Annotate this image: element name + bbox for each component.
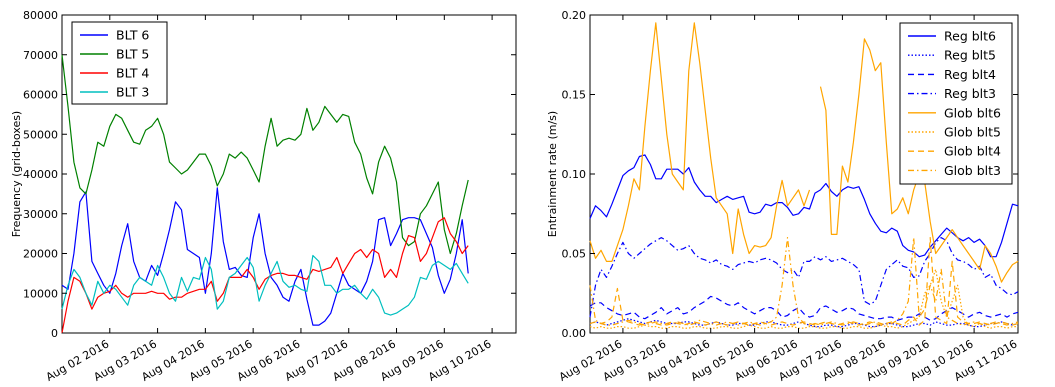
legend-label-reg-blt5: Reg blt5: [944, 48, 996, 63]
y-tick-label: 0.15: [562, 89, 587, 102]
right-series-group: [589, 22, 1019, 329]
y-tick-label: 60000: [23, 89, 58, 102]
legend-label-blt-4: BLT 4: [116, 66, 149, 81]
left-chart: 0 10000 20000 30000 40000 50000 60000 70000 8000…: [10, 9, 517, 384]
left-y-axis-label: Frequency (grid-boxes): [10, 111, 23, 237]
legend-label-blt-3: BLT 3: [116, 85, 149, 100]
left-legend: BLT 6 BLT 5 BLT 4 BLT 3: [71, 21, 168, 105]
right-legend: Reg blt6 Reg blt5 Reg blt4 Reg blt3 Glob blt…: [899, 22, 1013, 185]
y-tick-label: 0.00: [562, 327, 587, 340]
legend-frame: [899, 22, 1013, 185]
y-tick-label: 0: [51, 327, 58, 340]
legend-label-blt-5: BLT 5: [116, 47, 149, 62]
y-tick-label: 50000: [23, 128, 58, 141]
legend-label-glob-blt3: Glob blt3: [944, 163, 1001, 178]
legend-label-glob-blt6: Glob blt6: [944, 105, 1001, 120]
legend-label-blt-6: BLT 6: [116, 28, 149, 43]
series-line-reg-blt3: [589, 237, 1019, 318]
series-line-blt-3: [61, 254, 469, 316]
y-tick-label: 10000: [23, 287, 58, 300]
series-line-glob-blt3: [589, 237, 1019, 326]
y-tick-label: 0.10: [562, 168, 587, 181]
series-line-blt-5: [61, 54, 469, 255]
y-tick-label: 0.05: [562, 248, 587, 261]
series-line-blt-4: [61, 217, 469, 334]
y-tick-label: 70000: [23, 49, 58, 62]
y-tick-label: 0.20: [562, 9, 587, 22]
left-series-group: [61, 54, 469, 334]
y-tick-label: 20000: [23, 248, 58, 261]
legend-label-reg-blt6: Reg blt6: [944, 29, 996, 44]
legend-label-reg-blt4: Reg blt4: [944, 67, 996, 82]
series-line-reg-blt4: [589, 295, 1019, 321]
legend-label-reg-blt3: Reg blt3: [944, 86, 996, 101]
y-tick-label: 30000: [23, 208, 58, 221]
series-line-glob-blt4: [589, 237, 1019, 326]
right-y-axis-label: Entrainment rate (m/s): [546, 111, 559, 237]
legend-label-glob-blt5: Glob blt5: [944, 125, 1001, 140]
y-tick-label: 40000: [23, 168, 58, 181]
y-tick-label: 80000: [23, 9, 58, 22]
series-line-blt-6: [61, 187, 469, 326]
series-line-reg-blt6: [589, 154, 1019, 258]
legend-label-glob-blt4: Glob blt4: [944, 144, 1001, 159]
